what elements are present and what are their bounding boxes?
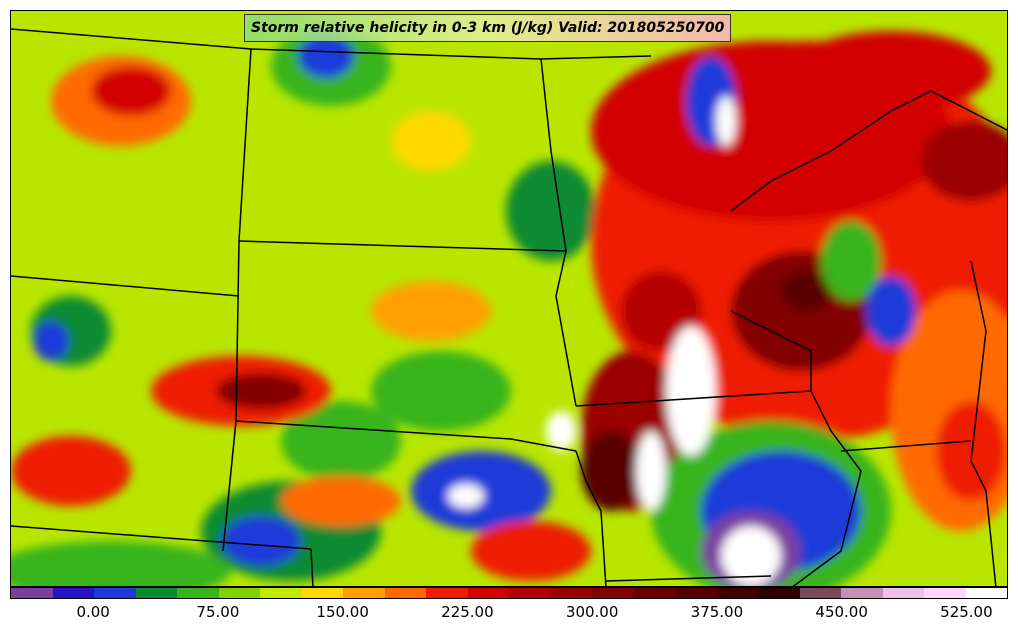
colorbar-segment: [52, 588, 94, 598]
colorbar-segment: [426, 588, 468, 598]
colorbar-tick-label: 75.00: [196, 603, 240, 621]
colorbar-tick-label: 375.00: [690, 603, 744, 621]
colorbar-segment: [592, 588, 634, 598]
map-title: Storm relative helicity in 0-3 km (J/kg)…: [244, 14, 732, 42]
colorbar-tick-label: 225.00: [441, 603, 494, 621]
map-frame: [10, 10, 1008, 587]
colorbar-segment: [135, 588, 177, 598]
helicity-map: [11, 11, 1007, 586]
colorbar-segment: [218, 588, 260, 598]
colorbar-tick-label: 450.00: [815, 603, 868, 621]
colorbar-segment: [509, 588, 551, 598]
colorbar-ticks: 0.00 75.00 150.00 225.00 300.00 375.00 450.00 5…: [10, 601, 1008, 625]
colorbar-segment: [924, 588, 966, 598]
colorbar-segment: [841, 588, 883, 598]
colorbar-segment: [965, 588, 1007, 598]
colorbar-segment: [11, 588, 53, 598]
colorbar-segment: [384, 588, 426, 598]
colorbar-tick-label: 525.00: [940, 603, 993, 621]
colorbar-tick-label: 150.00: [316, 603, 369, 621]
colorbar: [10, 587, 1008, 599]
colorbar-segment: [467, 588, 509, 598]
colorbar-segment: [716, 588, 758, 598]
colorbar-segment: [550, 588, 592, 598]
colorbar-segment: [799, 588, 841, 598]
colorbar-segment: [301, 588, 343, 598]
colorbar-segment: [260, 588, 302, 598]
colorbar-segment: [758, 588, 800, 598]
colorbar-tick-label: 0.00: [76, 603, 110, 621]
colorbar-tick-label: 300.00: [565, 603, 619, 621]
colorbar-segment: [882, 588, 924, 598]
colorbar-segment: [675, 588, 717, 598]
colorbar-segment: [343, 588, 385, 598]
colorbar-segment: [177, 588, 219, 598]
colorbar-segment: [633, 588, 675, 598]
colorbar-segment: [94, 588, 136, 598]
